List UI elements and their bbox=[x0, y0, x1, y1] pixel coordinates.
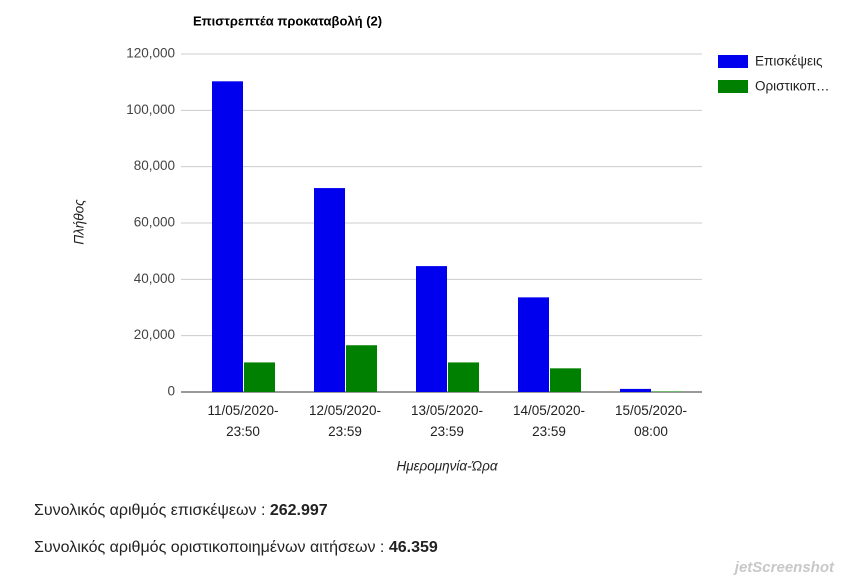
y-tick-label: 20,000 bbox=[134, 327, 175, 342]
watermark: jetScreenshot bbox=[734, 559, 834, 576]
legend-label: Επισκέψεις bbox=[755, 54, 823, 69]
y-tick-label: 60,000 bbox=[134, 215, 175, 230]
bar bbox=[244, 362, 275, 392]
x-axis-label: Ημερομηνία-Ώρα bbox=[396, 459, 498, 474]
x-tick-label: 13/05/2020-23:59 bbox=[410, 403, 484, 439]
bar bbox=[212, 81, 243, 393]
bar bbox=[416, 266, 447, 392]
x-tick-label: 11/05/2020-23:50 bbox=[207, 403, 279, 439]
legend-label: Οριστικοπ… bbox=[755, 79, 830, 94]
bar bbox=[620, 388, 651, 392]
summary-label: Συνολικός αριθμός επισκέψεων : bbox=[34, 502, 266, 519]
bar bbox=[448, 362, 479, 392]
summary-label: Συνολικός αριθμός οριστικοποιημένων αιτή… bbox=[34, 539, 385, 556]
summary-value: 46.359 bbox=[388, 539, 438, 556]
y-tick-label: 40,000 bbox=[134, 271, 175, 286]
bar bbox=[314, 188, 345, 392]
summary-value: 262.997 bbox=[269, 502, 328, 519]
y-axis-label: Πλήθος bbox=[72, 199, 87, 245]
summary-visits: Συνολικός αριθμός επισκέψεων : 262.997 bbox=[34, 502, 328, 520]
legend-swatch bbox=[718, 55, 748, 68]
chart-title: Επιστρεπτέα προκαταβολή (2) bbox=[193, 13, 382, 28]
y-tick-label: 80,000 bbox=[134, 158, 175, 173]
bar bbox=[346, 345, 377, 392]
bar bbox=[518, 297, 549, 392]
bar bbox=[652, 391, 683, 392]
y-tick-label: 0 bbox=[167, 384, 175, 399]
summary-applications: Συνολικός αριθμός οριστικοποιημένων αιτή… bbox=[34, 539, 438, 557]
x-tick-label: 15/05/2020-08:00 bbox=[614, 403, 688, 439]
bar bbox=[550, 368, 581, 392]
x-tick-label: 12/05/2020-23:59 bbox=[308, 403, 382, 439]
x-tick-label: 14/05/2020-23:59 bbox=[512, 403, 586, 439]
y-tick-label: 100,000 bbox=[126, 102, 175, 117]
legend-swatch bbox=[718, 80, 748, 93]
y-tick-label: 120,000 bbox=[126, 46, 175, 61]
